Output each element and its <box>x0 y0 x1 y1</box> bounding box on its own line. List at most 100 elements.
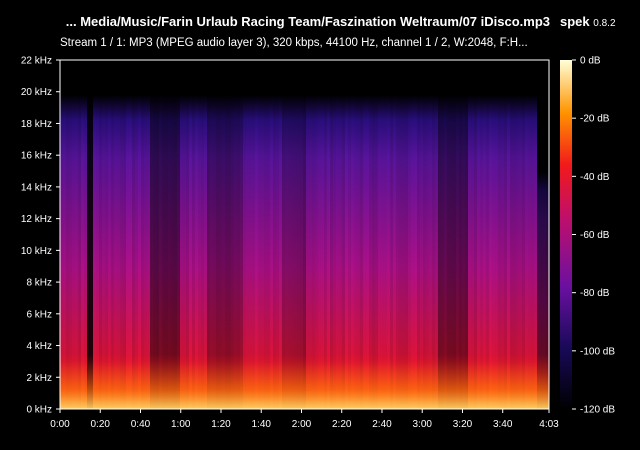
freq-tick-label: 0 kHz <box>26 405 52 416</box>
spectrogram-column <box>504 94 507 410</box>
spectrogram-column <box>99 94 102 410</box>
spectrogram-column <box>441 94 444 410</box>
spectrogram-column <box>237 94 240 410</box>
spectrogram-column <box>336 94 339 410</box>
db-tick-label: 0 dB <box>580 56 601 67</box>
spectrogram-column <box>453 94 456 410</box>
freq-tick-label: 14 kHz <box>21 182 52 193</box>
spectrogram-column <box>543 171 546 409</box>
spectrogram-column <box>501 94 504 410</box>
spectrogram-column <box>354 94 357 410</box>
spectrogram-column <box>399 94 402 410</box>
freq-tick-label: 22 kHz <box>21 56 52 67</box>
spectrogram-column <box>147 94 150 410</box>
time-tick-label: 0:20 <box>91 419 111 430</box>
spectrogram-column <box>459 94 462 410</box>
spectrogram-column <box>150 94 153 410</box>
color-bar-axis: 0 dB -20 dB -40 dB -60 dB -80 dB -100 dB -120 … <box>572 56 615 416</box>
db-tick-label: -80 dB <box>580 288 610 299</box>
time-tick-label: 2:00 <box>292 419 312 430</box>
spectrogram-column <box>270 94 273 410</box>
spectrogram-column <box>513 94 516 410</box>
db-tick-label: -40 dB <box>580 172 610 183</box>
spectrogram-column <box>327 94 330 410</box>
spectrogram-column <box>405 94 408 410</box>
time-tick-label: 0:40 <box>131 419 151 430</box>
spectrogram-column <box>198 94 201 410</box>
app-name: spek 0.8.2 <box>560 14 616 29</box>
spectrogram-column <box>207 94 210 410</box>
spectrogram-column <box>60 94 63 410</box>
spectrogram-column <box>258 94 261 410</box>
spectrogram-column <box>69 94 72 410</box>
spectrogram-column <box>216 94 219 410</box>
spectrogram-column <box>381 94 384 410</box>
db-tick-label: -120 dB <box>580 405 615 416</box>
spectrogram-column <box>294 94 297 410</box>
spectrogram-column <box>369 94 372 410</box>
spectrogram-column <box>108 94 111 410</box>
spectrogram-column <box>66 94 69 410</box>
spectrogram-column <box>402 94 405 410</box>
spectrogram-column <box>366 94 369 410</box>
stream-info: Stream 1 / 1: MP3 (MPEG audio layer 3), … <box>60 37 528 49</box>
time-tick-label: 2:40 <box>372 419 392 430</box>
color-bar <box>560 60 572 409</box>
spectrogram-column <box>486 94 489 410</box>
spectrogram-column <box>168 94 171 410</box>
spectrogram-column <box>516 94 519 410</box>
spectrogram-image <box>60 94 549 410</box>
spectrogram-column <box>342 94 345 410</box>
spectrogram-column <box>339 94 342 410</box>
spectrogram-column <box>279 94 282 410</box>
spectrogram-column <box>363 94 366 410</box>
spectrogram-column <box>162 94 165 410</box>
spectrogram-column <box>351 94 354 410</box>
spectrogram-column <box>483 94 486 410</box>
time-tick-label: 3:00 <box>412 419 432 430</box>
spectrogram-column <box>159 94 162 410</box>
spectrogram-column <box>201 94 204 410</box>
spectrogram-column <box>528 94 531 410</box>
spectrogram-column <box>285 94 288 410</box>
spectrogram-column <box>210 94 213 410</box>
spectrogram-column <box>84 94 87 410</box>
spectrogram-column <box>255 94 258 410</box>
spectrogram-column <box>387 94 390 410</box>
spectrogram-column <box>450 94 453 410</box>
spectrogram-column <box>360 94 363 410</box>
spectrogram-column <box>123 94 126 410</box>
spectrogram-column <box>495 94 498 410</box>
freq-tick-label: 16 kHz <box>21 151 52 162</box>
spectrogram-column <box>525 94 528 410</box>
db-tick-label: -60 dB <box>580 230 610 241</box>
spectrogram-column <box>243 94 246 410</box>
spectrogram-column <box>318 94 321 410</box>
spectrogram-column <box>204 94 207 410</box>
spectrogram-column <box>288 94 291 410</box>
spectrogram-column <box>141 94 144 410</box>
spectrogram-column <box>348 94 351 410</box>
spectrogram-column <box>219 94 222 410</box>
spectrogram-column <box>471 94 474 410</box>
spectrogram-column <box>396 94 399 410</box>
spectrogram-column <box>414 94 417 410</box>
file-title: ... Media/Music/Farin Urlaub Racing Team… <box>65 14 550 29</box>
spectrogram-column <box>384 94 387 410</box>
frequency-axis: 0 kHz 2 kHz 4 kHz 6 kHz 8 kHz 10 kHz 12 kHz 14 … <box>21 56 60 416</box>
spectrogram-column <box>420 94 423 410</box>
spectrogram-column <box>480 94 483 410</box>
spectrogram-column <box>105 94 108 410</box>
spectrogram-column <box>411 94 414 410</box>
spectrogram-column <box>300 94 303 410</box>
low-frequency-energy <box>60 354 549 409</box>
spectrogram-column <box>531 94 534 410</box>
spectrogram-column <box>177 94 180 410</box>
spectrogram-column <box>186 94 189 410</box>
spectrogram-column <box>432 94 435 410</box>
spectrogram-column <box>489 94 492 410</box>
spectrogram-column <box>264 94 267 410</box>
spectrogram-column <box>423 94 426 410</box>
spectrogram-column <box>102 94 105 410</box>
